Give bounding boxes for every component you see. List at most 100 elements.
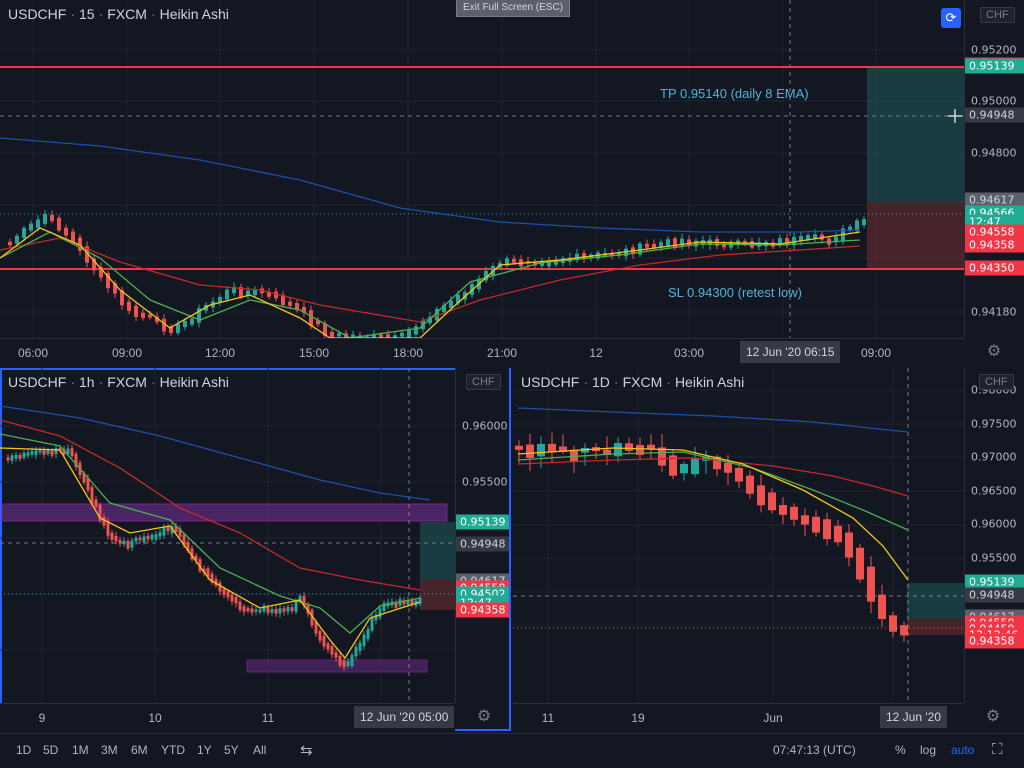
resistance-zone bbox=[1, 503, 448, 522]
price-label[interactable]: 0.94558 bbox=[965, 224, 1024, 240]
timeframe-button-1d[interactable]: 1D bbox=[16, 743, 32, 757]
candle bbox=[554, 259, 558, 265]
price-plot[interactable] bbox=[0, 0, 964, 338]
candle bbox=[267, 291, 271, 297]
auto-toggle[interactable]: auto bbox=[951, 743, 975, 757]
price-label[interactable]: 0.95139 bbox=[965, 574, 1024, 590]
timeframe-button-ytd[interactable]: YTD bbox=[161, 743, 185, 757]
percent-toggle[interactable]: % bbox=[895, 743, 906, 757]
candle bbox=[36, 219, 40, 228]
sync-icon[interactable]: ⟳ bbox=[941, 8, 961, 28]
price-label[interactable]: 0.94948 bbox=[456, 536, 509, 552]
price-label[interactable]: 0.95139 bbox=[965, 58, 1024, 74]
candle bbox=[94, 499, 98, 507]
candle bbox=[118, 539, 122, 544]
price-label[interactable]: 0.94358 bbox=[456, 602, 509, 618]
interval-label[interactable]: 15 bbox=[79, 6, 95, 22]
candle bbox=[855, 220, 859, 232]
candle bbox=[724, 463, 732, 473]
stop-loss-zone bbox=[907, 619, 964, 635]
time-tick-label: 09:00 bbox=[860, 346, 892, 360]
utc-clock[interactable]: 07:47:13 (UTC) bbox=[773, 743, 856, 757]
price-axis[interactable]: 0.952000.950000.948000.941800.951420.951… bbox=[964, 0, 1024, 338]
currency-badge[interactable]: CHF bbox=[466, 374, 501, 390]
timeframe-button-5d[interactable]: 5D bbox=[43, 743, 59, 757]
candle bbox=[338, 655, 342, 666]
currency-badge[interactable]: CHF bbox=[979, 374, 1014, 390]
candle bbox=[246, 290, 250, 296]
candle bbox=[258, 609, 262, 613]
log-toggle[interactable]: log bbox=[920, 743, 937, 757]
candle bbox=[274, 609, 278, 614]
candle bbox=[295, 303, 299, 311]
fullscreen-icon[interactable]: ⛶ bbox=[992, 741, 1003, 758]
candle bbox=[162, 318, 166, 332]
timeframe-button-6m[interactable]: 6M bbox=[131, 743, 148, 757]
price-plot[interactable] bbox=[513, 368, 964, 703]
price-axis[interactable]: 0.98000 0.97500 0.97000 0.96500 0.96000 0.955… bbox=[964, 368, 1024, 703]
candle bbox=[169, 326, 173, 333]
symbol-label[interactable]: USDCHF bbox=[8, 374, 67, 390]
timeframe-button-3m[interactable]: 3M bbox=[101, 743, 118, 757]
candle bbox=[813, 234, 817, 240]
timeframe-button-all[interactable]: All bbox=[253, 743, 267, 757]
candle bbox=[110, 532, 114, 540]
price-label[interactable]: 0.94948 bbox=[965, 587, 1024, 603]
settings-gear-icon[interactable]: ⚙ bbox=[985, 708, 1001, 725]
interval-label[interactable]: 1h bbox=[79, 374, 95, 390]
candle bbox=[42, 450, 46, 455]
candle bbox=[402, 600, 406, 605]
price-label[interactable]: 0.94350 bbox=[965, 260, 1024, 276]
candle bbox=[206, 568, 210, 577]
candle bbox=[254, 609, 258, 612]
time-axis[interactable]: 06:00 09:00 12:00 15:00 18:00 21:00 12 03:00 09:… bbox=[0, 338, 964, 366]
price-label[interactable]: 0.94358 bbox=[965, 633, 1024, 649]
price-label[interactable]: 0.94358 bbox=[965, 237, 1024, 253]
candle bbox=[393, 335, 397, 338]
candle bbox=[162, 527, 166, 536]
time-axis[interactable]: 11 19 Jun 12 Jun '20 bbox=[513, 703, 964, 731]
chart-pane-1d[interactable]: USDCHF · 1D · FXCM · Heikin Ashi CHF 0.98000 0.… bbox=[513, 368, 1024, 731]
currency-badge[interactable]: CHF bbox=[980, 7, 1015, 23]
time-tick-label: 21:00 bbox=[486, 346, 518, 360]
settings-gear-icon[interactable]: ⚙ bbox=[986, 343, 1002, 360]
candle bbox=[548, 443, 556, 453]
interval-label[interactable]: 1D bbox=[592, 374, 610, 390]
candle bbox=[106, 521, 110, 536]
candle bbox=[194, 555, 198, 561]
candle bbox=[90, 487, 94, 504]
crosshair-time-label: 12 Jun '20 bbox=[880, 706, 948, 728]
chart-pane-15m[interactable]: USDCHF · 15 · FXCM · Heikin Ashi ⟳ CHF TP 0.95… bbox=[0, 0, 1024, 366]
ema-fast-line bbox=[517, 447, 909, 581]
price-label[interactable]: 0.94617 bbox=[965, 192, 1024, 208]
take-profit-zone bbox=[907, 583, 964, 619]
candle bbox=[166, 526, 170, 532]
candle bbox=[106, 272, 110, 289]
candle bbox=[6, 457, 10, 461]
timeframe-button-1m[interactable]: 1M bbox=[72, 743, 89, 757]
stop-loss-zone bbox=[867, 202, 964, 268]
candle bbox=[174, 525, 178, 533]
symbol-label[interactable]: USDCHF bbox=[8, 6, 67, 22]
timeframe-button-5y[interactable]: 5Y bbox=[224, 743, 239, 757]
price-plot[interactable] bbox=[0, 368, 455, 703]
price-label[interactable]: 0.95139 bbox=[456, 514, 509, 530]
time-axis[interactable]: 9 10 11 12 Jun '20 05:00 bbox=[0, 703, 455, 731]
price-axis[interactable]: 0.960000.955000.951390.949480.946170.945… bbox=[455, 368, 509, 703]
date-range-icon[interactable]: ⇆ bbox=[300, 742, 313, 759]
price-tick-label: 0.95000 bbox=[971, 94, 1017, 108]
candle bbox=[178, 528, 182, 537]
settings-gear-icon[interactable]: ⚙ bbox=[476, 708, 492, 725]
candle bbox=[306, 604, 310, 614]
chart-pane-1h[interactable]: USDCHF · 1h · FXCM · Heikin Ashi CHF 0.96000 0.… bbox=[0, 368, 511, 731]
symbol-label[interactable]: USDCHF bbox=[521, 374, 580, 390]
candle bbox=[64, 227, 68, 236]
candle bbox=[71, 231, 75, 243]
ema-mid-line bbox=[0, 231, 861, 338]
candle bbox=[214, 579, 218, 586]
timeframe-button-1y[interactable]: 1Y bbox=[197, 743, 212, 757]
price-label[interactable]: 0.94948 bbox=[965, 107, 1024, 123]
exit-fullscreen-hint[interactable]: Exit Full Screen (ESC) bbox=[456, 0, 571, 17]
candle bbox=[134, 305, 138, 318]
candle bbox=[713, 456, 721, 470]
